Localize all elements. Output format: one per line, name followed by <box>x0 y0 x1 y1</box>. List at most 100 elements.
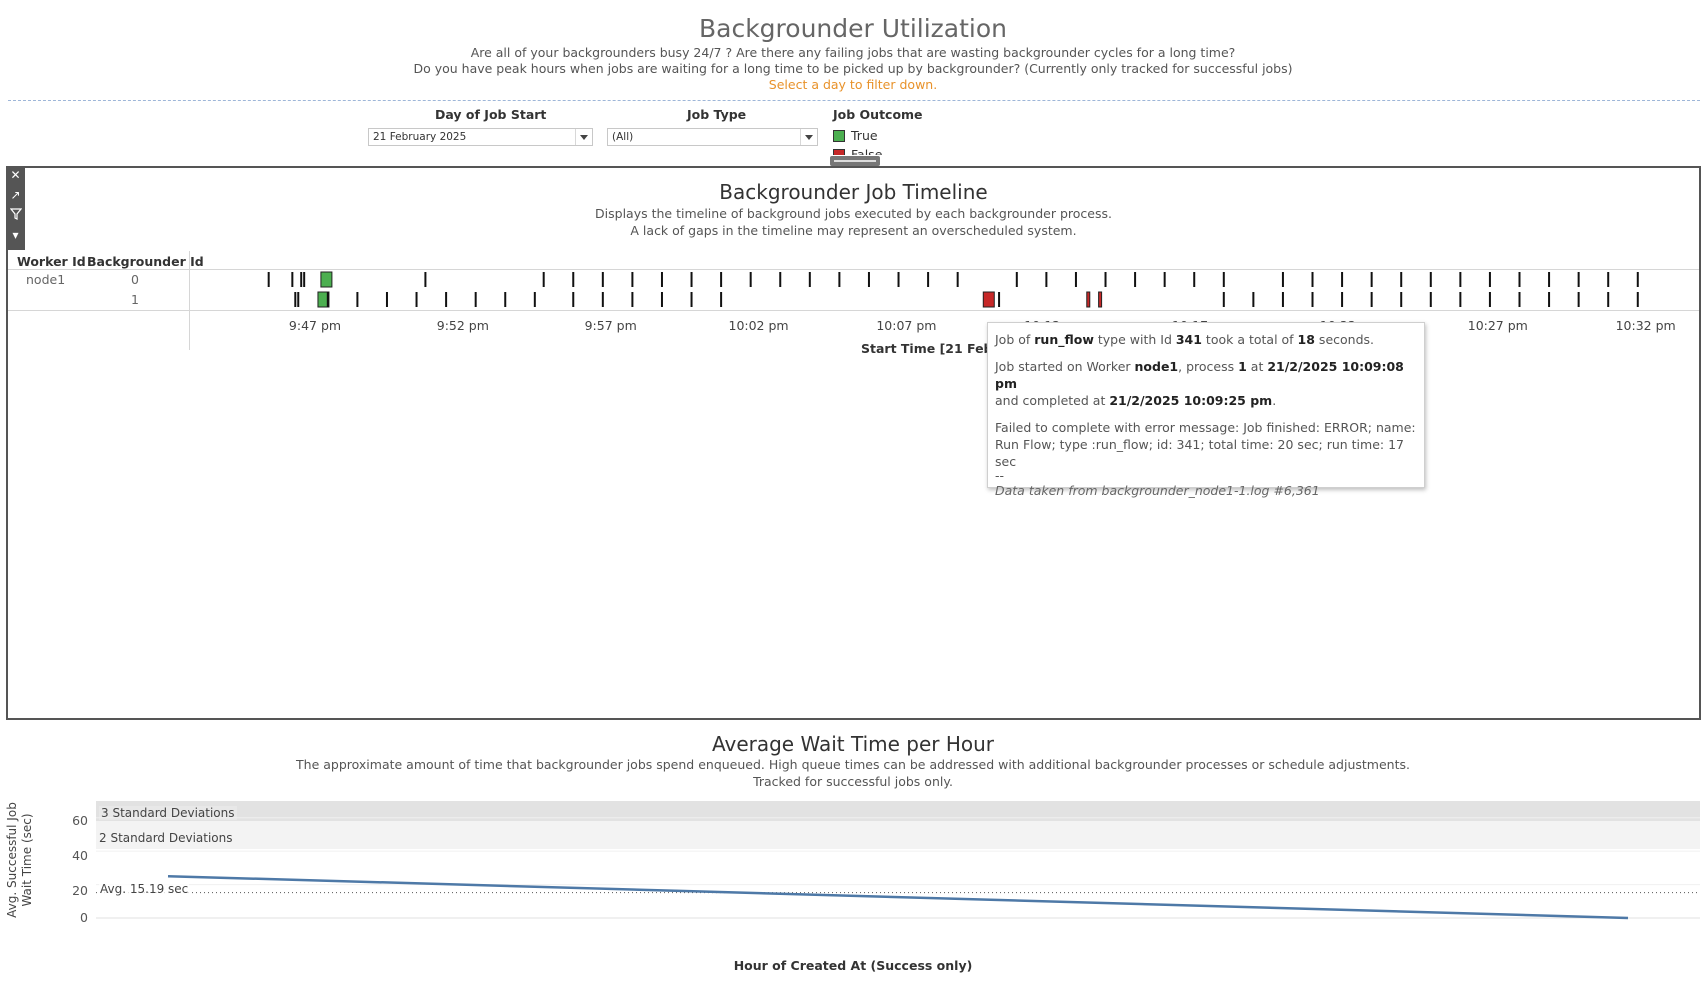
job-mark[interactable] <box>1222 272 1225 287</box>
job-mark[interactable] <box>998 292 1001 307</box>
job-mark[interactable] <box>1370 272 1373 287</box>
job-mark[interactable] <box>385 292 388 307</box>
job-mark[interactable] <box>1074 272 1077 287</box>
job-mark[interactable] <box>1400 272 1403 287</box>
timeline-panel[interactable]: Backgrounder Job Timeline Displays the t… <box>6 166 1701 720</box>
job-failure-mark[interactable] <box>1086 291 1091 308</box>
job-mark[interactable] <box>927 272 930 287</box>
job-mark[interactable] <box>1222 292 1225 307</box>
chevron-down-icon[interactable] <box>575 129 592 145</box>
job-mark[interactable] <box>838 272 841 287</box>
job-mark[interactable] <box>690 292 693 307</box>
wait-series-line[interactable] <box>167 874 1629 920</box>
job-mark[interactable] <box>1636 272 1639 287</box>
job-mark[interactable] <box>631 292 634 307</box>
job-mark[interactable] <box>1400 292 1403 307</box>
job-mark[interactable] <box>956 272 959 287</box>
job-failure-mark[interactable] <box>1098 291 1103 308</box>
job-mark[interactable] <box>660 292 663 307</box>
job-mark[interactable] <box>356 292 359 307</box>
job-type-filter-value: (All) <box>612 131 634 143</box>
job-failure-mark[interactable] <box>982 291 995 308</box>
job-mark[interactable] <box>1015 272 1018 287</box>
job-mark[interactable] <box>572 292 575 307</box>
job-mark[interactable] <box>1370 292 1373 307</box>
job-mark[interactable] <box>601 272 604 287</box>
job-mark[interactable] <box>1459 272 1462 287</box>
job-mark[interactable] <box>1281 292 1284 307</box>
job-mark[interactable] <box>1459 292 1462 307</box>
job-mark[interactable] <box>1163 272 1166 287</box>
wait-line-chart[interactable] <box>96 801 1700 931</box>
legend-item-false[interactable]: False <box>833 147 882 155</box>
band-2-std-label: 2 Standard Deviations <box>99 831 233 845</box>
job-success-mark[interactable] <box>317 291 330 308</box>
job-mark[interactable] <box>1281 272 1284 287</box>
job-mark[interactable] <box>1045 272 1048 287</box>
job-mark[interactable] <box>1341 272 1344 287</box>
job-mark[interactable] <box>326 292 329 307</box>
job-mark[interactable] <box>415 292 418 307</box>
job-mark[interactable] <box>1134 272 1137 287</box>
job-mark[interactable] <box>779 272 782 287</box>
popout-icon[interactable]: ↗ <box>10 188 21 202</box>
job-mark[interactable] <box>1488 272 1491 287</box>
job-mark[interactable] <box>294 292 297 307</box>
day-filter-label: Day of Job Start <box>435 107 547 122</box>
job-mark[interactable] <box>631 272 634 287</box>
timeline-marks[interactable] <box>8 168 1699 368</box>
job-mark[interactable] <box>749 272 752 287</box>
job-mark[interactable] <box>1429 292 1432 307</box>
filter-icon[interactable] <box>8 208 23 223</box>
tooltip-text: and completed at <box>995 393 1110 408</box>
close-icon[interactable]: ✕ <box>10 168 21 182</box>
job-mark[interactable] <box>1518 272 1521 287</box>
tooltip-end-time: 21/2/2025 10:09:25 pm <box>1109 393 1273 408</box>
job-mark[interactable] <box>424 272 427 287</box>
job-mark[interactable] <box>533 292 536 307</box>
job-mark[interactable] <box>1607 292 1610 307</box>
job-type-filter-select[interactable]: (All) <box>607 128 818 146</box>
job-mark[interactable] <box>445 292 448 307</box>
job-mark[interactable] <box>690 272 693 287</box>
job-mark[interactable] <box>1577 292 1580 307</box>
job-success-mark[interactable] <box>320 271 333 288</box>
job-mark[interactable] <box>1429 272 1432 287</box>
legend-item-true[interactable]: True <box>833 128 878 143</box>
job-mark[interactable] <box>1488 292 1491 307</box>
job-mark[interactable] <box>297 292 300 307</box>
job-mark[interactable] <box>474 292 477 307</box>
job-mark[interactable] <box>897 272 900 287</box>
day-filter-select[interactable]: 21 February 2025 <box>368 128 593 146</box>
job-mark[interactable] <box>1548 272 1551 287</box>
job-mark[interactable] <box>1577 272 1580 287</box>
x-tick-label: 9:47 pm <box>288 318 342 333</box>
job-mark[interactable] <box>572 272 575 287</box>
job-mark[interactable] <box>1311 272 1314 287</box>
job-mark[interactable] <box>504 292 507 307</box>
job-mark[interactable] <box>867 272 870 287</box>
job-mark[interactable] <box>303 272 306 287</box>
job-mark[interactable] <box>1548 292 1551 307</box>
panel-resize-handle[interactable] <box>830 156 880 166</box>
job-mark[interactable] <box>267 272 270 287</box>
chevron-down-icon[interactable] <box>800 129 817 145</box>
header-worker-id: Worker Id <box>17 254 86 269</box>
job-mark[interactable] <box>808 272 811 287</box>
job-mark[interactable] <box>300 272 303 287</box>
job-mark[interactable] <box>601 292 604 307</box>
job-mark[interactable] <box>1193 272 1196 287</box>
job-mark[interactable] <box>1311 292 1314 307</box>
job-mark[interactable] <box>1341 292 1344 307</box>
job-mark[interactable] <box>720 292 723 307</box>
job-mark[interactable] <box>1518 292 1521 307</box>
job-mark[interactable] <box>1252 292 1255 307</box>
job-mark[interactable] <box>1607 272 1610 287</box>
dropdown-icon[interactable]: ▾ <box>12 228 19 242</box>
job-mark[interactable] <box>542 272 545 287</box>
job-mark[interactable] <box>1104 272 1107 287</box>
job-mark[interactable] <box>720 272 723 287</box>
job-mark[interactable] <box>660 272 663 287</box>
job-mark[interactable] <box>291 272 294 287</box>
job-mark[interactable] <box>1636 292 1639 307</box>
